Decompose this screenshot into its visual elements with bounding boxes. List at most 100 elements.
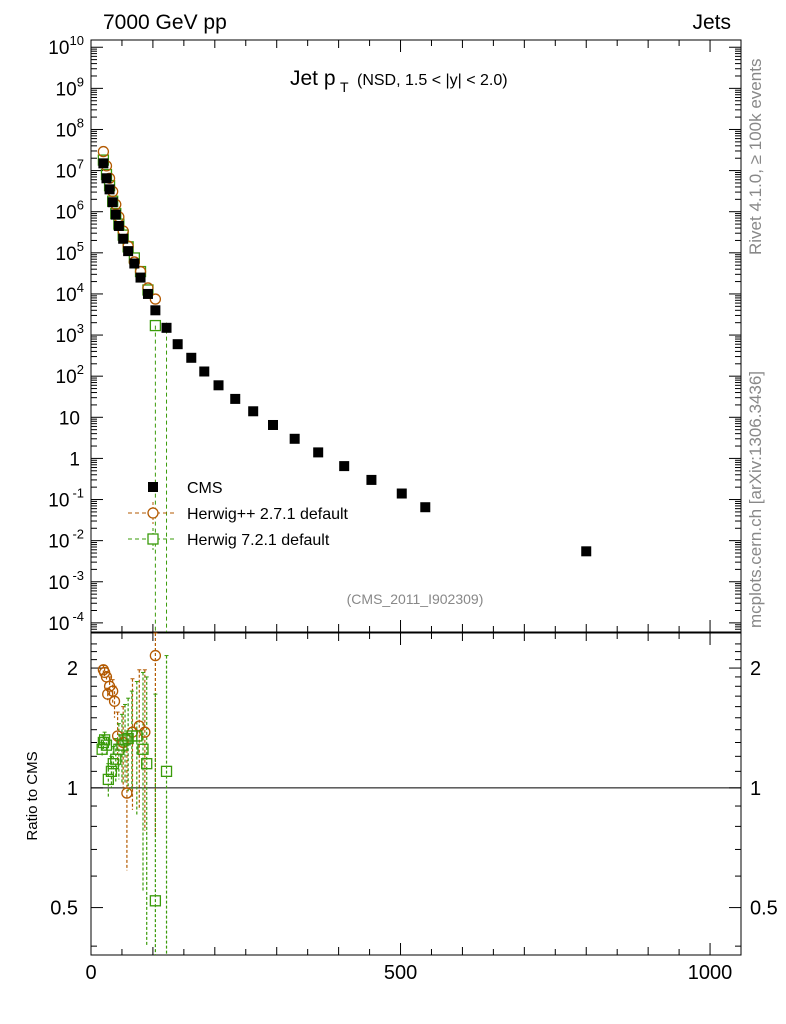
- ratio-plot-data: [96, 632, 173, 955]
- energy-label: 7000 GeV pp: [103, 11, 227, 34]
- cms-point: [289, 433, 300, 444]
- category-label: Jets: [692, 11, 731, 34]
- y-tick-label: 10: [48, 532, 69, 553]
- plot-title: Jet p T (NSD, 1.5 < |y| < 2.0): [290, 67, 508, 96]
- y-tick-exponent: 2: [77, 362, 84, 377]
- cms-point: [118, 233, 129, 244]
- legend-label: Herwig++ 2.7.1 default: [187, 506, 349, 523]
- y-tick-exponent: -4: [72, 609, 84, 624]
- herwig7-ratio-point: [113, 743, 125, 755]
- x-tick-label: 500: [384, 962, 417, 984]
- cms-point: [129, 258, 140, 269]
- ratio-y-tick-label: 2: [67, 658, 78, 680]
- y-tick-label: 10: [48, 491, 69, 512]
- ratio-y-tick-label: 1: [67, 778, 78, 800]
- y-tick-exponent: 9: [77, 74, 84, 89]
- main-frame: [90, 39, 742, 633]
- y-tick-exponent: 6: [77, 198, 84, 213]
- herwig7-ratio-point: [119, 734, 131, 746]
- cms-point: [150, 305, 161, 316]
- legend-item-herwigpp: Herwig++ 2.7.1 default: [128, 502, 349, 524]
- ratio-y-axis-label: Ratio to CMS: [24, 751, 41, 840]
- cms-point: [230, 393, 241, 404]
- y-tick-exponent: -1: [72, 486, 84, 501]
- cms-point: [268, 419, 278, 430]
- legend: CMS Herwig++ 2.7.1 default Herwig 7.2.1 de…: [128, 480, 349, 550]
- y-tick-label: 10: [48, 573, 69, 594]
- cms-point: [313, 447, 324, 458]
- cms-point: [107, 197, 118, 208]
- y-tick-exponent: 4: [77, 280, 84, 295]
- cms-point: [248, 406, 259, 417]
- cms-point: [110, 209, 121, 220]
- y-tick-label: 10: [56, 244, 77, 265]
- ratio-y-tick-label: 0.5: [50, 898, 78, 920]
- legend-marker: [147, 507, 159, 519]
- cms-point: [420, 502, 431, 513]
- y-tick-exponent: -3: [72, 568, 84, 583]
- cms-point: [172, 339, 183, 350]
- cms-point: [199, 366, 210, 377]
- herwig7-ratio-point: [105, 765, 118, 778]
- herwig7-ratio-point: [141, 758, 153, 770]
- y-tick-exponent: 5: [77, 239, 84, 254]
- herwig7-ratio-point: [137, 743, 149, 755]
- cms-point: [142, 288, 153, 299]
- y-tick-exponent: 7: [77, 157, 84, 172]
- herwigpp-ratio-point: [149, 649, 162, 662]
- herwig7-ratio-point: [131, 730, 143, 742]
- legend-marker: [147, 533, 159, 545]
- herwigpp-ratio-point: [121, 787, 133, 799]
- main-plot-data: [97, 145, 592, 632]
- herwigpp-point: [97, 145, 110, 158]
- y-tick-label: 10: [56, 203, 77, 224]
- herwig7-ratio-point: [100, 739, 113, 751]
- cms-point: [186, 352, 197, 363]
- y-tick-label: 10: [56, 162, 77, 183]
- cms-point: [213, 380, 224, 391]
- analysis-tag: (CMS_2011_I902309): [347, 591, 484, 607]
- herwigpp-point: [149, 293, 162, 305]
- cms-point: [161, 322, 172, 333]
- ratio-y-tick-label-right: 0.5: [750, 898, 778, 920]
- cms-point: [339, 461, 350, 472]
- cms-point: [366, 474, 377, 485]
- legend-marker: [148, 482, 158, 492]
- ratio-plot-axes: 2 2 1 1 0.5 0.5 0 500 1000: [50, 632, 778, 984]
- y-tick-label: 10: [56, 326, 77, 347]
- cms-point: [135, 272, 146, 283]
- y-tick-label: 10: [56, 120, 77, 141]
- y-tick-label: 10: [56, 79, 77, 100]
- legend-item-herwig7: Herwig 7.2.1 default: [128, 528, 330, 550]
- y-tick-label: 1: [69, 449, 80, 470]
- herwig7-ratio-point: [149, 895, 162, 907]
- y-tick-exponent: 8: [77, 115, 84, 130]
- x-tick-label: 0: [85, 962, 96, 984]
- herwigpp-ratio-point: [139, 726, 151, 738]
- herwig7-point: [149, 319, 162, 332]
- cms-point: [98, 158, 109, 169]
- mcplots-label: mcplots.cern.ch [arXiv:1306.3436]: [746, 371, 765, 628]
- legend-item-cms: CMS: [148, 480, 223, 497]
- cms-point: [396, 488, 407, 499]
- rivet-version-label: Rivet 4.1.0, ≥ 100k events: [746, 59, 765, 255]
- y-tick-label: 10: [48, 38, 69, 59]
- ratio-y-tick-label-right: 1: [750, 778, 761, 800]
- ratio-frame: [90, 632, 742, 956]
- y-tick-exponent: -2: [72, 527, 84, 542]
- y-tick-label: 10: [48, 614, 69, 635]
- cms-point: [113, 220, 124, 231]
- ratio-y-tick-label-right: 2: [750, 658, 761, 680]
- cms-point: [581, 546, 592, 557]
- cms-point: [101, 173, 112, 184]
- plot-title-cuts: (NSD, 1.5 < |y| < 2.0): [357, 72, 508, 89]
- herwig7-ratio-point: [97, 736, 110, 749]
- y-tick-exponent: 10: [70, 33, 84, 48]
- y-tick-label: 10: [59, 408, 80, 429]
- herwig7-ratio-point: [122, 732, 134, 745]
- herwig7-ratio-point: [160, 765, 173, 778]
- legend-label: CMS: [187, 480, 223, 497]
- legend-label: Herwig 7.2.1 default: [187, 532, 330, 549]
